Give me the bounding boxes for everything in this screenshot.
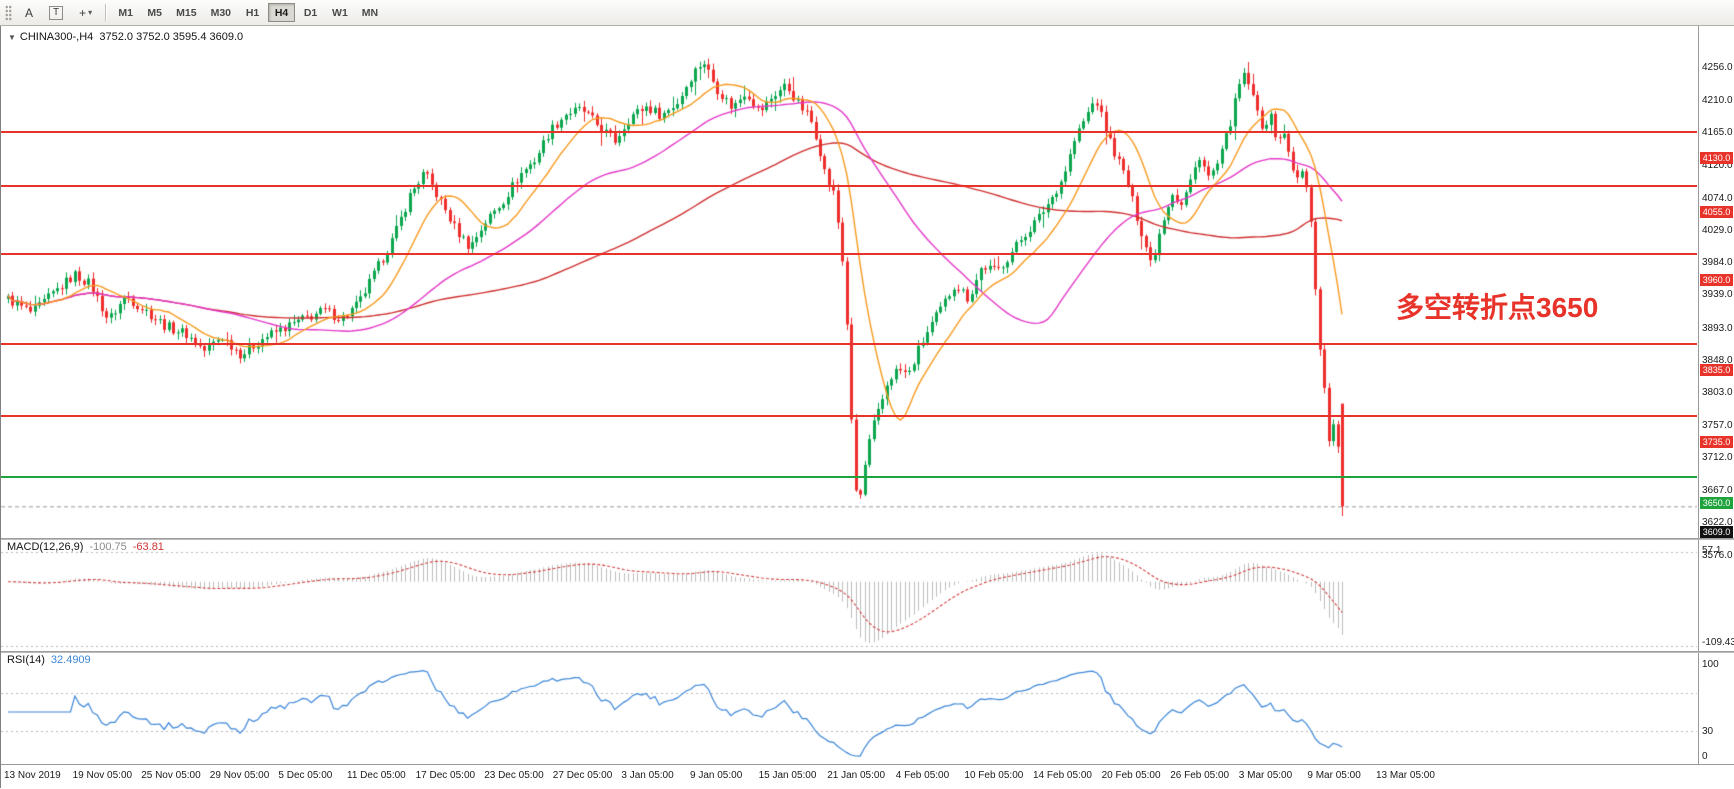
time-axis-label: 21 Jan 05:00	[827, 770, 886, 781]
y-axis-label: 4120.0	[1702, 159, 1733, 171]
y-axis-label: 3939.0	[1702, 289, 1733, 301]
time-axis-label: 11 Dec 05:00	[347, 770, 406, 781]
time-axis-label: 10 Feb 05:00	[964, 770, 1024, 781]
panel-splitter-rsi[interactable]	[0, 651, 1734, 653]
rsi-value: 32.4909	[50, 654, 91, 666]
time-axis-label: 13 Mar 05:00	[1376, 770, 1435, 781]
chart-ohlc-values: 3752.0 3752.0 3595.4 3609.0	[99, 31, 244, 43]
panel-splitter-macd[interactable]	[0, 538, 1734, 540]
time-axis-label: 26 Feb 05:00	[1170, 770, 1230, 781]
time-axis-label: 3 Mar 05:00	[1238, 770, 1293, 781]
timeframe-button-m1[interactable]: M1	[112, 3, 139, 22]
y-axis-label: 3622.0	[1702, 516, 1733, 528]
y-axis-label: 4210.0	[1702, 95, 1733, 106]
y-axis-label: 3667.0	[1702, 484, 1733, 496]
text-label-tool-button[interactable]: A	[18, 3, 40, 23]
chart-window-border	[0, 26, 1, 788]
rsi-scale-label: 100	[1702, 659, 1719, 670]
timeframe-button-m15[interactable]: M15	[170, 3, 202, 22]
time-axis-label: 9 Mar 05:00	[1307, 770, 1361, 781]
y-axis-label: 4256.0	[1702, 62, 1733, 73]
macd-value-signal: -63.81	[132, 541, 164, 553]
y-axis-label: 3848.0	[1702, 354, 1733, 366]
price-badge-3650.0: 3650.0	[1700, 496, 1733, 509]
horizontal-line-4055.0[interactable]	[1, 185, 1697, 188]
drawing-tools-dropdown-button[interactable]: + ▾	[72, 3, 99, 23]
drawing-tools-dropdown-icon: +	[79, 5, 87, 20]
time-axis-label: 17 Dec 05:00	[415, 770, 476, 781]
time-axis-label: 25 Nov 05:00	[141, 770, 201, 781]
timeframe-button-group: M1 M5 M15 M30 H1 H4 D1 W1 MN	[111, 3, 385, 22]
y-axis-label: 3984.0	[1702, 257, 1733, 269]
macd-name: MACD(12,26,9)	[7, 541, 84, 553]
time-axis-label: 19 Nov 05:00	[72, 770, 133, 781]
time-axis-label: 14 Feb 05:00	[1033, 770, 1092, 781]
horizontal-line-3650.0[interactable]	[1, 475, 1697, 478]
time-axis-label: 29 Nov 05:00	[209, 770, 270, 781]
time-axis-label: 13 Nov 2019	[4, 770, 61, 781]
text-label-tool-icon: A	[25, 5, 34, 20]
macd-value-main: -100.75	[89, 541, 127, 553]
horizontal-line-3735.0[interactable]	[1, 414, 1697, 417]
time-axis-label: 5 Dec 05:00	[278, 770, 333, 781]
y-axis-label: 3712.0	[1702, 452, 1733, 464]
rsi-scale-label: 0	[1702, 751, 1708, 762]
time-axis-label: 3 Jan 05:00	[621, 770, 674, 781]
price-axis[interactable]: 4256.0 4210.0 4165.0 4120.0 4074.0 4029.0 3984…	[1698, 26, 1734, 764]
text-tool-icon: T	[49, 5, 64, 20]
current-price-badge: 3609.0	[1700, 526, 1733, 539]
timeframe-button-h1[interactable]: H1	[239, 3, 266, 22]
time-axis-label: 4 Feb 05:00	[895, 770, 950, 781]
drawing-tools-group: A T + ▾	[17, 3, 100, 23]
horizontal-line-3835.0[interactable]	[1, 343, 1697, 346]
y-axis-label: 3803.0	[1702, 387, 1733, 399]
price-badge-4130.0: 4130.0	[1700, 152, 1733, 165]
time-axis[interactable]: 13 Nov 2019 19 Nov 05:00 25 Nov 05:00 29 No…	[0, 764, 1734, 789]
timeframe-button-m5[interactable]: M5	[141, 3, 168, 22]
chart-text-annotation[interactable]: 多空转折点3650	[1396, 292, 1599, 323]
horizontal-line-4130.0[interactable]	[1, 131, 1697, 134]
time-axis-label: 27 Dec 05:00	[552, 770, 613, 781]
chart-symbol-timeframe: CHINA300-,H4	[19, 31, 94, 43]
rsi-name: RSI(14)	[7, 654, 45, 666]
timeframe-button-mn[interactable]: MN	[356, 3, 384, 22]
macd-indicator-label: MACD(12,26,9) -100.75 -63.81	[7, 541, 164, 553]
chart-menu-icon[interactable]: ▼	[8, 33, 16, 42]
top-toolbar: A T + ▾ M1 M5 M15 M30 H1 H4 D1 W1 MN	[0, 0, 1734, 26]
timeframe-button-w1[interactable]: W1	[326, 3, 354, 22]
time-axis-label: 20 Feb 05:00	[1101, 770, 1161, 781]
toolbar-separator	[105, 4, 107, 21]
y-axis-label: 3757.0	[1702, 420, 1733, 432]
text-tool-button[interactable]: T	[42, 3, 70, 23]
y-axis-label: 3576.0	[1702, 550, 1733, 561]
time-axis-label: 9 Jan 05:00	[690, 770, 743, 781]
price-badge-4055.0: 4055.0	[1700, 206, 1733, 219]
y-axis-label: 4029.0	[1702, 224, 1733, 236]
y-axis-label: 4074.0	[1702, 192, 1733, 204]
chart-title: ▼ CHINA300-,H4 3752.0 3752.0 3595.4 3609.…	[8, 31, 243, 43]
timeframe-button-h4[interactable]: H4	[268, 3, 296, 22]
toolbar-grip-icon[interactable]	[5, 4, 12, 21]
macd-scale-min: -109.43	[1702, 637, 1734, 648]
time-axis-label: 23 Dec 05:00	[484, 770, 544, 781]
y-axis-label: 3893.0	[1702, 322, 1733, 334]
macd-scale-max: 57.1	[1702, 545, 1722, 556]
price-badge-3735.0: 3735.0	[1700, 435, 1733, 448]
price-badge-3960.0: 3960.0	[1700, 274, 1733, 287]
timeframe-button-d1[interactable]: D1	[297, 3, 324, 22]
rsi-indicator-label: RSI(14) 32.4909	[7, 654, 91, 666]
rsi-scale-label: 30	[1702, 726, 1714, 738]
horizontal-line-3960.0[interactable]	[1, 253, 1697, 256]
timeframe-button-m30[interactable]: M30	[205, 3, 237, 22]
y-axis-label: 4165.0	[1702, 127, 1733, 139]
price-badge-3835.0: 3835.0	[1700, 364, 1733, 377]
chevron-down-icon: ▾	[88, 8, 93, 17]
time-axis-label: 15 Jan 05:00	[758, 770, 817, 781]
